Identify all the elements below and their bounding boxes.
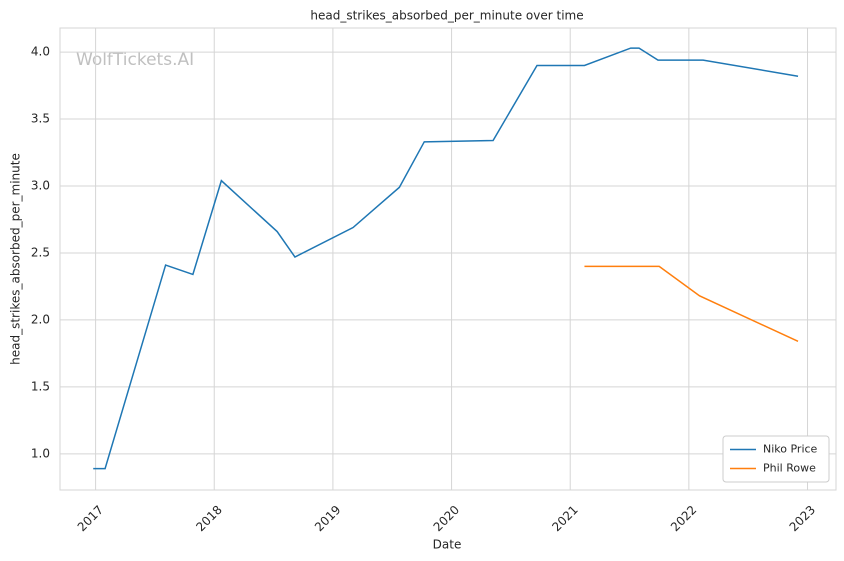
watermark: WolfTickets.AI: [76, 50, 194, 70]
y-tick-label: 1.5: [31, 379, 50, 393]
legend-box: [722, 435, 830, 483]
legend-label: Niko Price: [763, 443, 818, 456]
y-axis-label: head_strikes_absorbed_per_minute: [9, 153, 23, 365]
chart-title: head_strikes_absorbed_per_minute over ti…: [310, 9, 583, 23]
plot-frame: [59, 27, 837, 491]
y-tick-label: 4.0: [31, 45, 50, 59]
y-tick-label: 2.5: [31, 245, 50, 259]
y-tick-label: 3.0: [31, 179, 50, 193]
y-tick-label: 1.0: [31, 446, 50, 460]
y-tick-label: 3.5: [31, 112, 50, 126]
series-line: [584, 265, 799, 343]
x-axis-label: Date: [433, 538, 462, 552]
series-line: [93, 47, 799, 470]
legend-label: Phil Rowe: [763, 462, 816, 475]
y-tick-label: 2.0: [31, 312, 50, 326]
